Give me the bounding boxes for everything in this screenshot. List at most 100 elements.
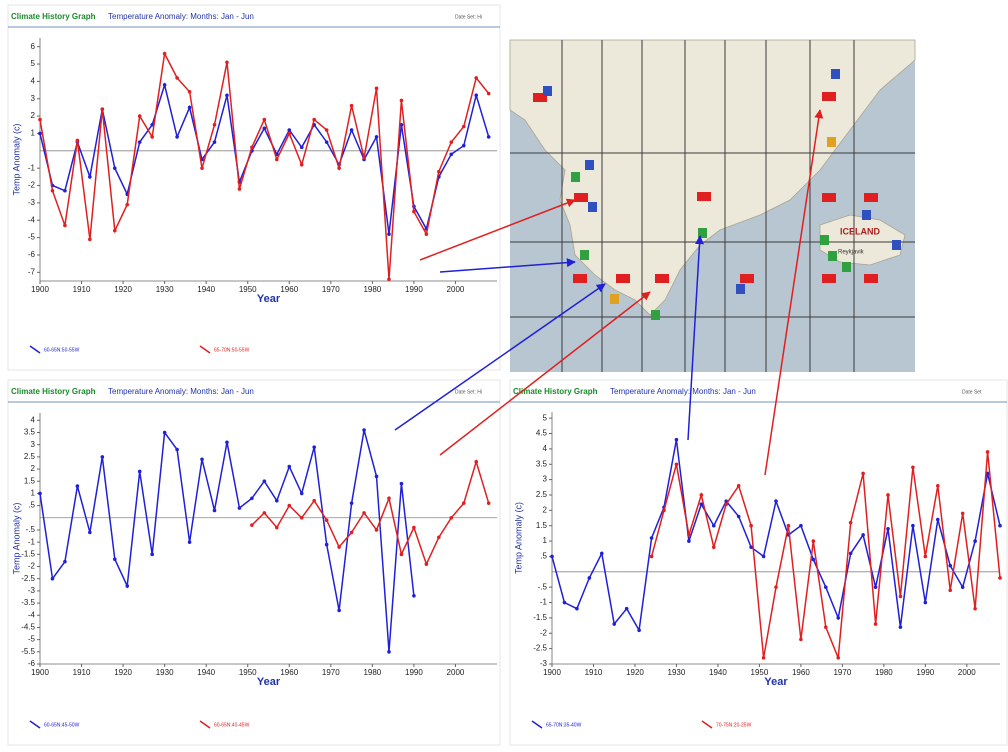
point [225,93,229,98]
point [162,83,167,87]
point [873,585,878,589]
point [736,514,741,519]
point [349,103,354,108]
y-tick-label: 2 [543,505,548,514]
point [374,86,379,91]
chart-panel: Climate History Graph Temperature Anomaly… [7,4,501,371]
y-tick-label: 2.5 [536,490,548,499]
y-tick-label: 4 [543,444,548,453]
point [898,594,903,599]
y-tick-label: 1 [31,489,36,498]
marker [820,235,829,245]
marker [892,240,901,250]
point [324,128,329,132]
point [125,202,130,207]
point [125,584,130,588]
y-tick-label: 5 [543,413,548,422]
x-tick-label: 1930 [156,285,174,294]
point [973,539,977,543]
point [212,140,217,144]
point [287,131,292,136]
y-tick-label: -3.5 [21,598,35,607]
point [873,622,878,626]
point [711,545,716,550]
point [287,464,292,469]
point [399,481,404,486]
point [474,459,479,464]
point [175,447,179,452]
x-tick-label: 1970 [833,668,851,677]
point [337,545,341,549]
y-tick-label: -.5 [538,582,548,591]
point [923,600,928,605]
point [749,545,753,550]
y-tick-label: 3 [31,440,36,449]
x-tick-label: 1990 [405,668,423,677]
marker [827,137,836,147]
x-axis-label: Year [764,676,788,688]
point [212,508,217,513]
y-tick-label: 1.5 [24,476,36,485]
y-tick-label: -2 [28,181,36,190]
legend-swatch [199,345,211,354]
point [212,122,217,127]
marker [588,202,597,212]
point [137,140,142,144]
point [985,450,990,454]
y-tick-label: -5 [28,635,36,644]
arrow [419,198,576,261]
point [749,523,753,528]
point [250,496,254,501]
point [998,523,1002,528]
x-tick-label: 1920 [114,668,132,677]
legend-label: 65-70N:35-40W [546,722,582,728]
panel-background [7,4,501,371]
point [88,530,92,535]
point [63,188,67,193]
point [886,526,890,531]
y-tick-label: -3 [28,198,36,207]
point [324,518,329,523]
point [75,484,80,488]
point [861,533,865,537]
y-tick-label: -.5 [26,525,36,534]
point [412,209,416,214]
point [262,126,267,131]
point [387,496,391,501]
point [412,525,416,530]
x-tick-label: 1940 [709,668,727,677]
marker [698,228,707,238]
point [175,135,179,139]
point [137,114,142,118]
marker [651,310,660,320]
legend-swatch [29,345,41,354]
y-tick-label: -4 [28,610,36,619]
point [550,554,554,559]
point [262,511,267,515]
chart-title: Climate History Graph [11,387,96,396]
chart-subtitle: Temperature Anomaly: Months: Jan - Jun [108,12,254,21]
point [911,465,915,470]
chart-panel: Climate History Graph Temperature Anomaly… [509,379,1008,746]
point [587,576,592,580]
y-axis-label: Temp Anomaly (c) [513,502,523,574]
marker [831,69,840,79]
point [412,593,416,598]
marker [533,93,547,102]
point [649,536,654,540]
point [387,232,391,236]
point [662,508,666,513]
chart-subtitle: Temperature Anomaly: Months: Jan - Jun [610,387,756,396]
y-tick-label: 4 [31,415,36,424]
point [112,166,117,170]
point [811,557,816,562]
point [150,552,154,557]
point [112,228,117,233]
point [449,152,454,157]
point [162,51,167,56]
x-tick-label: 1960 [280,285,298,294]
y-tick-label: -2 [540,628,548,637]
y-tick-label: -7 [28,267,36,276]
point [299,491,304,496]
